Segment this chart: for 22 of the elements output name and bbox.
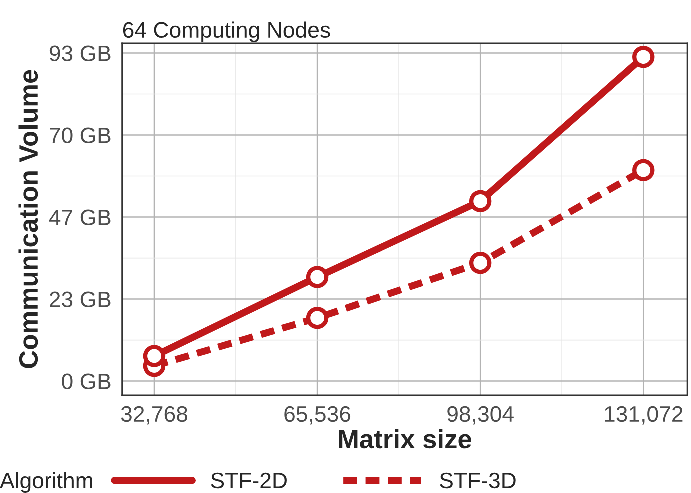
chart-title: 64 Computing Nodes: [123, 22, 330, 42]
legend-title: Algorithm: [0, 472, 92, 493]
point: [306, 307, 329, 330]
x-tick-label: 65,536: [284, 406, 351, 425]
y-tick-label: 23 GB: [50, 292, 111, 308]
x-tick-label: 98,304: [448, 406, 514, 425]
point: [469, 252, 492, 274]
y-axis-title: Communication Volume: [18, 70, 38, 368]
point: [632, 46, 655, 68]
y-tick-label: 70 GB: [50, 128, 111, 144]
point: [632, 159, 655, 182]
legend-label: STF-2D: [211, 472, 287, 489]
y-tick-label: 93 GB: [50, 46, 111, 62]
x-tick-label: 32,768: [121, 406, 188, 425]
x-tick-label: 131,072: [605, 406, 683, 425]
point: [469, 190, 492, 213]
point: [306, 266, 329, 288]
y-tick-label: 47 GB: [49, 210, 111, 226]
x-axis-title: Matrix size: [339, 429, 472, 449]
point: [143, 345, 166, 368]
legend-label: STF-3D: [440, 472, 516, 489]
y-tick-label: 0 GB: [62, 374, 111, 390]
